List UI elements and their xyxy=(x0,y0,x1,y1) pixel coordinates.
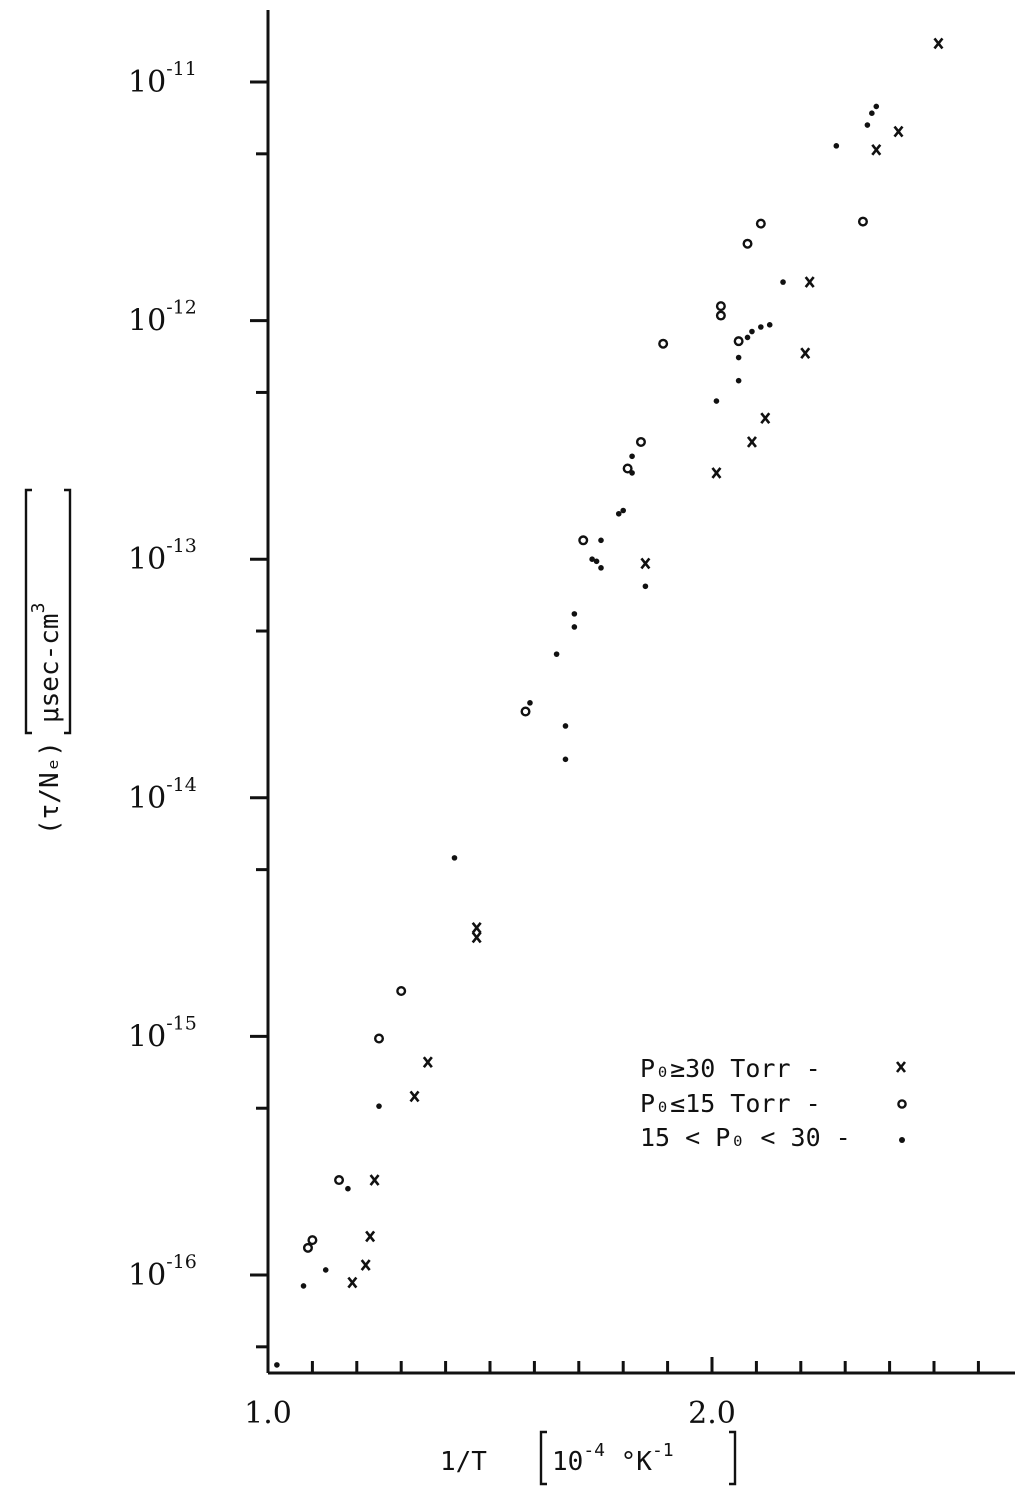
legend-marker-o xyxy=(897,1099,907,1109)
legend-label-dot: 15 < P₀ < 30 - xyxy=(640,1123,851,1152)
x-tick-label: 1.0 xyxy=(244,1396,292,1431)
x-axis-label: 1/T xyxy=(440,1447,487,1477)
point-x xyxy=(871,143,882,156)
point-o xyxy=(715,310,726,321)
point-x xyxy=(422,1056,433,1068)
point-dot xyxy=(735,354,742,361)
point-dot xyxy=(527,700,533,706)
point-dot xyxy=(833,143,840,149)
point-o xyxy=(374,1033,385,1044)
data-points xyxy=(274,37,944,1368)
point-dot xyxy=(780,279,786,285)
point-o xyxy=(733,336,744,347)
legend-label-o: P₀≤15 Torr - xyxy=(640,1089,821,1118)
legend: P₀≥30 Torr - P₀≤15 Torr - 15 < P₀ < 30 - xyxy=(640,1054,907,1152)
y-tick-label: 10-14 xyxy=(128,774,197,816)
point-o xyxy=(334,1175,345,1186)
y-axis-unit: μsec-cm3 xyxy=(28,603,65,723)
point-dot xyxy=(749,328,755,335)
point-o xyxy=(520,706,531,717)
legend-entry-o: P₀≤15 Torr - xyxy=(640,1089,907,1118)
x-unit-bracket-left xyxy=(539,1430,547,1486)
point-x xyxy=(800,347,811,360)
point-o xyxy=(742,238,753,249)
point-dot xyxy=(571,611,578,617)
point-x xyxy=(365,1230,376,1243)
legend-marker-dot xyxy=(899,1137,905,1143)
point-dot xyxy=(629,470,635,476)
legend-marker-x xyxy=(895,1061,907,1073)
point-dot xyxy=(598,565,604,571)
point-x xyxy=(409,1090,420,1103)
point-x xyxy=(760,412,771,424)
point-x xyxy=(369,1174,380,1186)
point-dot xyxy=(376,1103,382,1109)
point-dot xyxy=(274,1362,280,1368)
point-dot xyxy=(864,122,871,128)
point-dot xyxy=(642,583,649,590)
point-o xyxy=(396,985,407,996)
point-dot xyxy=(629,453,635,460)
axes xyxy=(266,10,1015,1375)
point-x xyxy=(893,125,904,138)
point-x xyxy=(471,922,482,934)
point-o xyxy=(578,535,589,546)
x-axis-unit: 10-4 °K-1 xyxy=(552,1440,674,1477)
y-unit-bracket-bottom xyxy=(64,488,72,735)
point-x xyxy=(471,931,482,944)
point-dot xyxy=(300,1283,307,1289)
point-dot xyxy=(713,398,720,404)
point-x xyxy=(804,276,815,288)
point-dot xyxy=(562,723,569,729)
x-axis-title: 1/T 10-4 °K-1 xyxy=(440,1430,737,1486)
ticks: 1.0 2.0 10-11 10-12 10-13 10-14 10-15 10-16 xyxy=(128,58,980,1431)
point-dot xyxy=(735,377,742,384)
legend-entry-dot: 15 < P₀ < 30 - xyxy=(640,1123,905,1152)
legend-entry-x: P₀≥30 Torr - xyxy=(640,1054,907,1083)
point-o xyxy=(857,216,868,227)
point-dot xyxy=(873,103,880,110)
y-tick-label: 10-16 xyxy=(128,1251,197,1293)
y-tick-label: 10-12 xyxy=(128,297,197,339)
point-dot xyxy=(562,756,569,763)
point-x xyxy=(711,467,722,479)
y-axis-title: (τ/Nₑ) μsec-cm3 xyxy=(24,488,72,835)
point-dot xyxy=(620,507,626,514)
point-dot xyxy=(615,510,622,517)
point-dot xyxy=(766,322,773,328)
point-o xyxy=(635,436,646,447)
point-o xyxy=(658,338,669,349)
point-o xyxy=(307,1235,318,1246)
y-unit-bracket-top xyxy=(24,488,32,735)
point-dot xyxy=(598,537,604,544)
point-x xyxy=(746,436,757,448)
point-o xyxy=(715,301,726,312)
x-unit-bracket-right xyxy=(729,1430,737,1486)
point-dot xyxy=(571,624,578,630)
y-tick-label: 10-15 xyxy=(128,1012,197,1054)
point-dot xyxy=(322,1267,329,1273)
point-dot xyxy=(345,1185,351,1192)
y-tick-label: 10-11 xyxy=(128,58,197,100)
point-x xyxy=(347,1276,358,1289)
point-dot xyxy=(553,651,560,657)
point-o xyxy=(622,463,633,474)
point-x xyxy=(360,1259,371,1271)
point-x xyxy=(640,557,651,570)
point-dot xyxy=(593,558,600,565)
point-dot xyxy=(744,334,751,341)
y-axis-label: (τ/Nₑ) xyxy=(35,741,65,835)
point-dot xyxy=(589,556,595,562)
y-tick-label: 10-13 xyxy=(128,535,197,577)
point-dot xyxy=(758,324,764,330)
point-o xyxy=(755,218,766,229)
point-dot xyxy=(451,855,458,861)
legend-label-x: P₀≥30 Torr - xyxy=(640,1054,821,1083)
point-x xyxy=(933,37,944,50)
x-tick-label: 2.0 xyxy=(688,1396,736,1431)
point-dot xyxy=(869,110,875,117)
point-o xyxy=(302,1242,313,1253)
